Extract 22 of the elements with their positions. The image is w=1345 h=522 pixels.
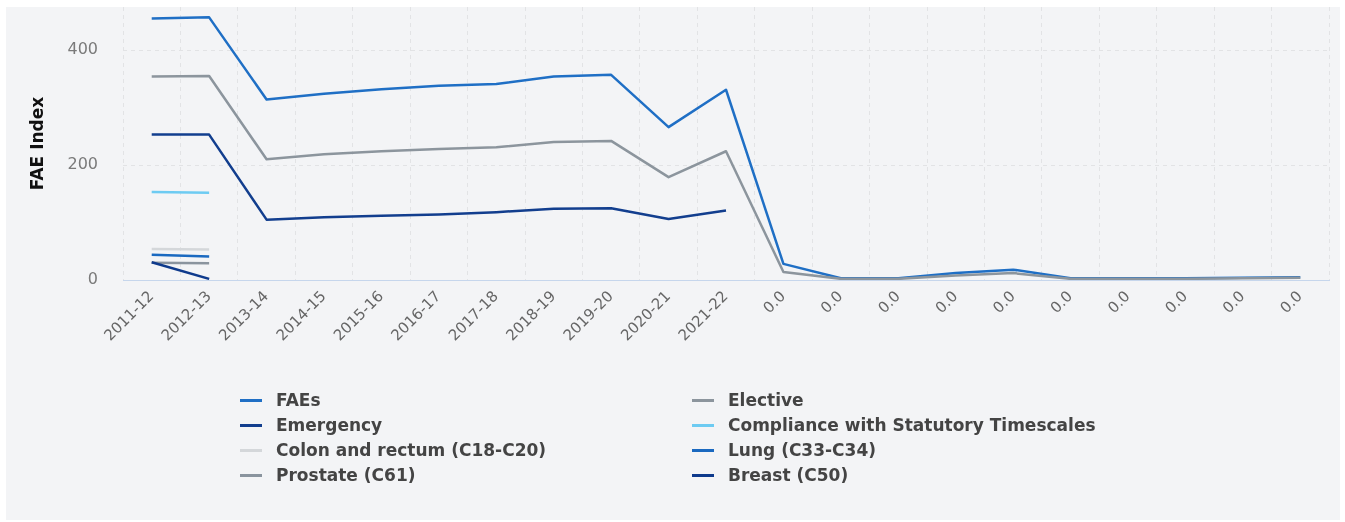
legend-label: Compliance with Statutory Timescales [728, 415, 1096, 436]
legend-label: Elective [728, 390, 804, 411]
legend-label: Breast (C50) [728, 465, 849, 486]
x-tick-label: 0.0 [1103, 287, 1134, 317]
x-tick-label: 0.0 [1218, 287, 1249, 317]
legend-label: FAEs [276, 390, 321, 411]
x-tick-label: 0.0 [989, 287, 1019, 317]
legend-label: Prostate (C61) [276, 465, 416, 486]
y-axis-title: FAE Index [26, 96, 47, 191]
x-tick-label: 0.0 [759, 287, 790, 317]
x-tick-label: 0.0 [1046, 287, 1077, 317]
y-tick-label: 400 [67, 39, 98, 59]
y-tick-label: 0 [87, 269, 98, 289]
legend-label: Lung (C33-C34) [728, 440, 876, 461]
x-tick-label: 0.0 [1161, 287, 1192, 317]
x-tick-label: 0.0 [874, 287, 904, 317]
x-tick-label: 0.0 [816, 287, 847, 317]
legend-label: Colon and rectum (C18-C20) [276, 440, 547, 461]
legend-label: Emergency [276, 415, 383, 436]
x-tick-label: 0.0 [1276, 287, 1306, 317]
y-tick-label: 200 [67, 154, 98, 174]
x-tick-label: 0.0 [931, 287, 962, 317]
